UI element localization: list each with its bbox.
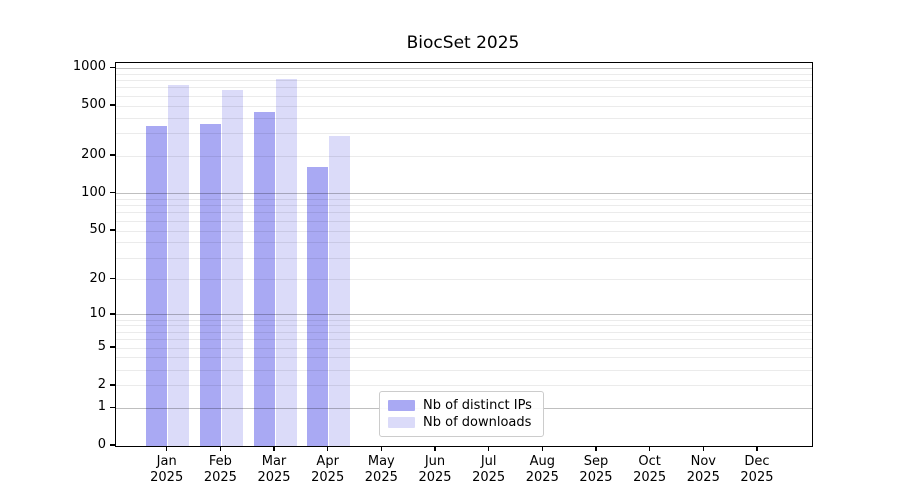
gridline-70 [116,212,812,214]
bars-layer [116,63,812,446]
x-tick-label-mar: Mar 2025 [257,454,291,485]
gridline-600 [116,95,812,97]
bar-jan-nb-of-downloads [168,84,190,446]
y-tick-mark [110,444,115,446]
x-tick-label-aug: Aug 2025 [525,454,559,485]
y-tick-label-200: 200 [81,147,106,163]
x-tick-label-nov: Nov 2025 [686,454,720,485]
y-tick-label-100: 100 [81,184,106,200]
gridline-1000 [116,67,812,69]
gridline-4 [116,357,812,359]
x-tick-label-jun: Jun 2025 [418,454,452,485]
gridline-100 [116,193,812,195]
x-tick-label-oct: Oct 2025 [633,454,667,485]
bar-apr-nb-of-distinct-ips [307,167,329,446]
legend-item-distinct-ips: Nb of distinct IPs [388,397,535,414]
x-tick-label-dec: Dec 2025 [740,454,774,485]
y-tick-mark [110,406,115,408]
gridline-5 [116,347,812,349]
x-tick-mark [649,446,651,451]
gridline-40 [116,242,812,244]
x-tick-label-feb: Feb 2025 [203,454,237,485]
x-tick-mark [702,446,704,451]
x-tick-mark [273,446,275,451]
y-tick-mark [110,277,115,280]
gridline-80 [116,205,812,207]
x-tick-label-may: May 2025 [364,454,398,485]
legend-swatch-downloads [388,417,415,428]
x-tick-label-jul: Jul 2025 [472,454,506,485]
gridline-6 [116,339,812,341]
x-tick-label-sep: Sep 2025 [579,454,613,485]
y-tick-mark [110,154,115,156]
gridline-200 [116,155,812,157]
y-tick-label-2: 2 [97,376,106,392]
bar-feb-nb-of-downloads [221,90,243,446]
bar-jan-nb-of-distinct-ips [146,126,168,446]
gridline-7 [116,331,812,333]
y-tick-label-0: 0 [97,437,106,452]
legend-label-downloads: Nb of downloads [423,415,532,430]
x-tick-mark [434,446,436,451]
gridline-20 [116,279,812,281]
y-tick-label-1000: 1000 [72,59,106,75]
x-tick-mark [756,446,758,451]
x-tick-mark [166,446,168,451]
gridline-700 [116,87,812,89]
gridline-10 [116,314,812,316]
legend: Nb of distinct IPs Nb of downloads [379,391,544,437]
legend-item-downloads: Nb of downloads [388,414,535,431]
x-tick-mark [327,446,329,451]
y-tick-mark [110,229,115,231]
gridline-500 [116,105,812,107]
gridlines-layer [116,63,812,446]
y-tick-mark [110,104,115,106]
gridline-90 [116,198,812,200]
chart-title: BiocSet 2025 [406,33,520,53]
gridline-2 [116,385,812,387]
legend-label-distinct-ips: Nb of distinct IPs [423,398,532,413]
y-tick-mark [110,192,115,194]
gridline-400 [116,117,812,119]
y-tick-label-500: 500 [81,97,106,113]
y-tick-label-20: 20 [89,270,106,286]
y-tick-mark [110,346,115,348]
x-tick-label-apr: Apr 2025 [311,454,345,485]
y-tick-mark [110,66,115,68]
y-tick-label-5: 5 [97,339,106,355]
bar-mar-nb-of-distinct-ips [253,111,275,446]
gridline-300 [116,133,812,135]
plot-area [115,62,813,447]
gridline-60 [116,220,812,222]
y-tick-mark [110,384,115,386]
gridline-9 [116,319,812,321]
x-tick-label-jan: Jan 2025 [150,454,184,485]
x-tick-mark [541,446,544,451]
gridline-3 [116,369,812,371]
gridline-50 [116,230,812,232]
legend-swatch-distinct-ips [388,400,415,411]
gridline-800 [116,79,812,81]
y-tick-label-10: 10 [89,305,106,321]
y-tick-mark [110,313,115,315]
gridline-900 [116,73,812,75]
bar-apr-nb-of-downloads [329,135,351,446]
y-tick-label-50: 50 [89,222,106,238]
x-tick-mark [595,446,597,451]
gridline-30 [116,257,812,259]
bar-feb-nb-of-distinct-ips [199,124,221,446]
x-tick-mark [380,446,383,451]
x-tick-mark [219,446,222,451]
bar-mar-nb-of-downloads [275,79,297,446]
gridline-8 [116,325,812,327]
y-tick-label-1: 1 [97,399,106,415]
x-tick-mark [488,446,490,451]
